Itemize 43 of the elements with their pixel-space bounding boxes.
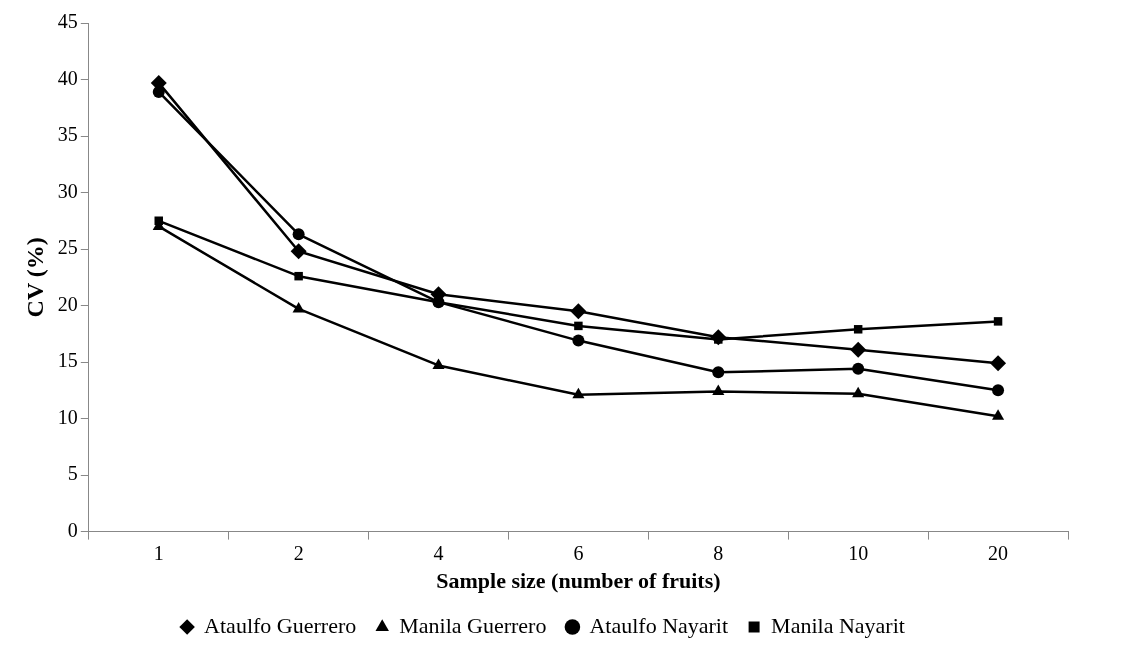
legend-label: Manila Nayarit — [771, 612, 905, 638]
x-tick-label: 2 — [293, 541, 304, 564]
y-tick-label: 0 — [67, 518, 78, 541]
point — [572, 387, 585, 399]
x-tick-label: 10 — [848, 541, 869, 564]
y-tick-label: 35 — [57, 123, 78, 146]
x-tick-label: 4 — [433, 541, 444, 564]
x-tick-label: 20 — [988, 541, 1009, 564]
point — [432, 358, 445, 369]
y-tick-label: 20 — [57, 292, 78, 315]
legend-label: Manila Guerrero — [399, 612, 547, 638]
x-tick-label: 1 — [153, 541, 164, 564]
legend-label: Ataulfo Nayarit — [589, 612, 729, 638]
y-tick-label: 40 — [57, 66, 78, 89]
point — [852, 386, 865, 398]
point — [850, 341, 867, 358]
y-tick-label: 5 — [67, 462, 78, 485]
x-tick-label: 6 — [573, 541, 584, 564]
y-tick-label: 10 — [57, 405, 78, 428]
legend-label: Ataulfo Guerrero — [204, 612, 357, 638]
point — [992, 384, 1005, 397]
point — [993, 317, 1003, 326]
point — [294, 271, 303, 281]
point — [853, 325, 863, 334]
point — [572, 334, 585, 347]
point — [852, 362, 865, 375]
x-tick-label: 8 — [713, 541, 724, 564]
point — [574, 321, 583, 331]
point — [290, 243, 307, 260]
y-tick-label: 15 — [57, 349, 78, 372]
y-tick-label: 30 — [57, 179, 78, 202]
x-axis-title: Sample size (number of fruits) — [436, 568, 721, 594]
point — [712, 366, 725, 379]
point — [570, 303, 587, 320]
point — [992, 409, 1005, 420]
point — [712, 384, 725, 395]
point — [292, 301, 305, 313]
y-tick-label: 45 — [57, 10, 78, 33]
y-tick-label: 25 — [57, 236, 78, 259]
point — [292, 228, 305, 241]
y-axis-title: CV (%) — [21, 237, 48, 318]
point — [990, 355, 1007, 372]
point — [710, 329, 727, 346]
